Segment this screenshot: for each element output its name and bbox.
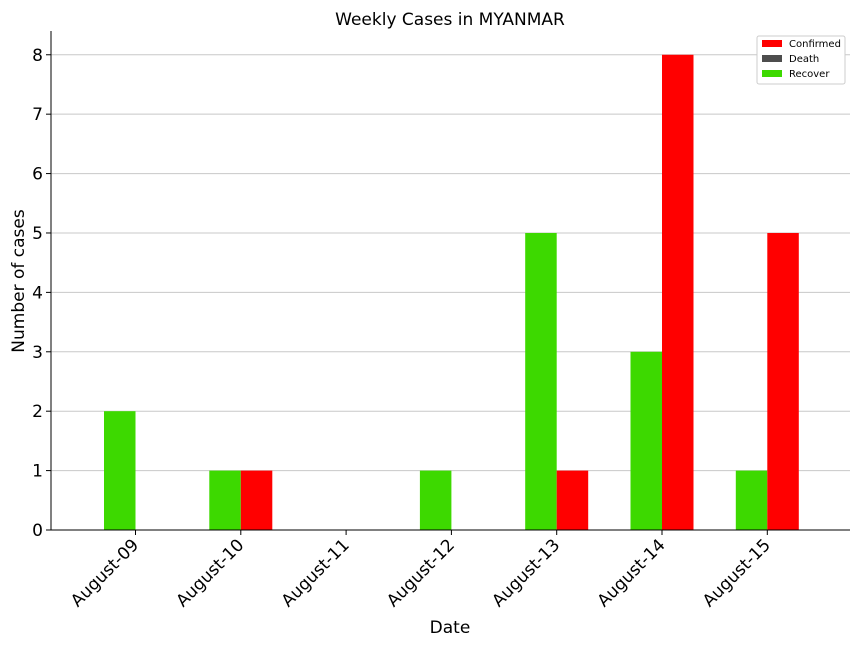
y-tick-label: 0 xyxy=(32,521,43,541)
y-axis-label: Number of cases xyxy=(9,209,29,353)
axes xyxy=(50,31,850,531)
bar-confirmed xyxy=(767,232,799,530)
y-tick-label: 8 xyxy=(32,46,43,66)
bar-recover xyxy=(735,470,768,530)
legend-swatch xyxy=(762,40,782,47)
legend-label: Confirmed xyxy=(789,39,841,50)
bar-recover xyxy=(104,411,136,530)
y-tick-label: 2 xyxy=(32,402,43,422)
bar-confirmed xyxy=(662,54,694,531)
x-tick-label: August-10 xyxy=(172,535,248,611)
bar-confirmed xyxy=(556,470,589,530)
x-tick-label: August-11 xyxy=(278,535,354,611)
legend-swatch xyxy=(762,70,782,77)
bars xyxy=(104,54,799,531)
bar-recover xyxy=(419,470,452,530)
x-tick-label: August-15 xyxy=(699,535,775,611)
y-tick-label: 1 xyxy=(32,462,43,482)
x-ticks: August-09 August-10 August-11 August-12 Augu… xyxy=(67,530,775,611)
x-tick-label: August-12 xyxy=(383,535,459,611)
legend-swatch xyxy=(762,55,782,62)
bar-recover xyxy=(525,232,557,530)
grid-lines xyxy=(51,54,850,472)
chart-title: Weekly Cases in MYANMAR xyxy=(335,10,565,30)
legend: Confirmed Death Recover xyxy=(756,35,846,85)
y-tick-label: 6 xyxy=(32,165,43,185)
y-tick-label: 4 xyxy=(32,283,43,303)
y-ticks: 0 1 2 3 4 5 6 7 8 xyxy=(32,46,51,541)
y-tick-label: 5 xyxy=(32,224,43,244)
legend-label: Recover xyxy=(789,69,830,80)
y-tick-label: 3 xyxy=(32,343,43,363)
legend-label: Death xyxy=(789,54,819,65)
y-tick-label: 7 xyxy=(32,105,43,125)
x-axis-label: Date xyxy=(430,618,471,638)
bar-confirmed xyxy=(240,470,273,530)
x-tick-label: August-13 xyxy=(488,535,564,611)
bar-recover xyxy=(630,351,662,530)
x-tick-label: August-09 xyxy=(67,535,143,611)
bar-recover xyxy=(209,470,241,530)
x-tick-label: August-14 xyxy=(594,535,670,611)
